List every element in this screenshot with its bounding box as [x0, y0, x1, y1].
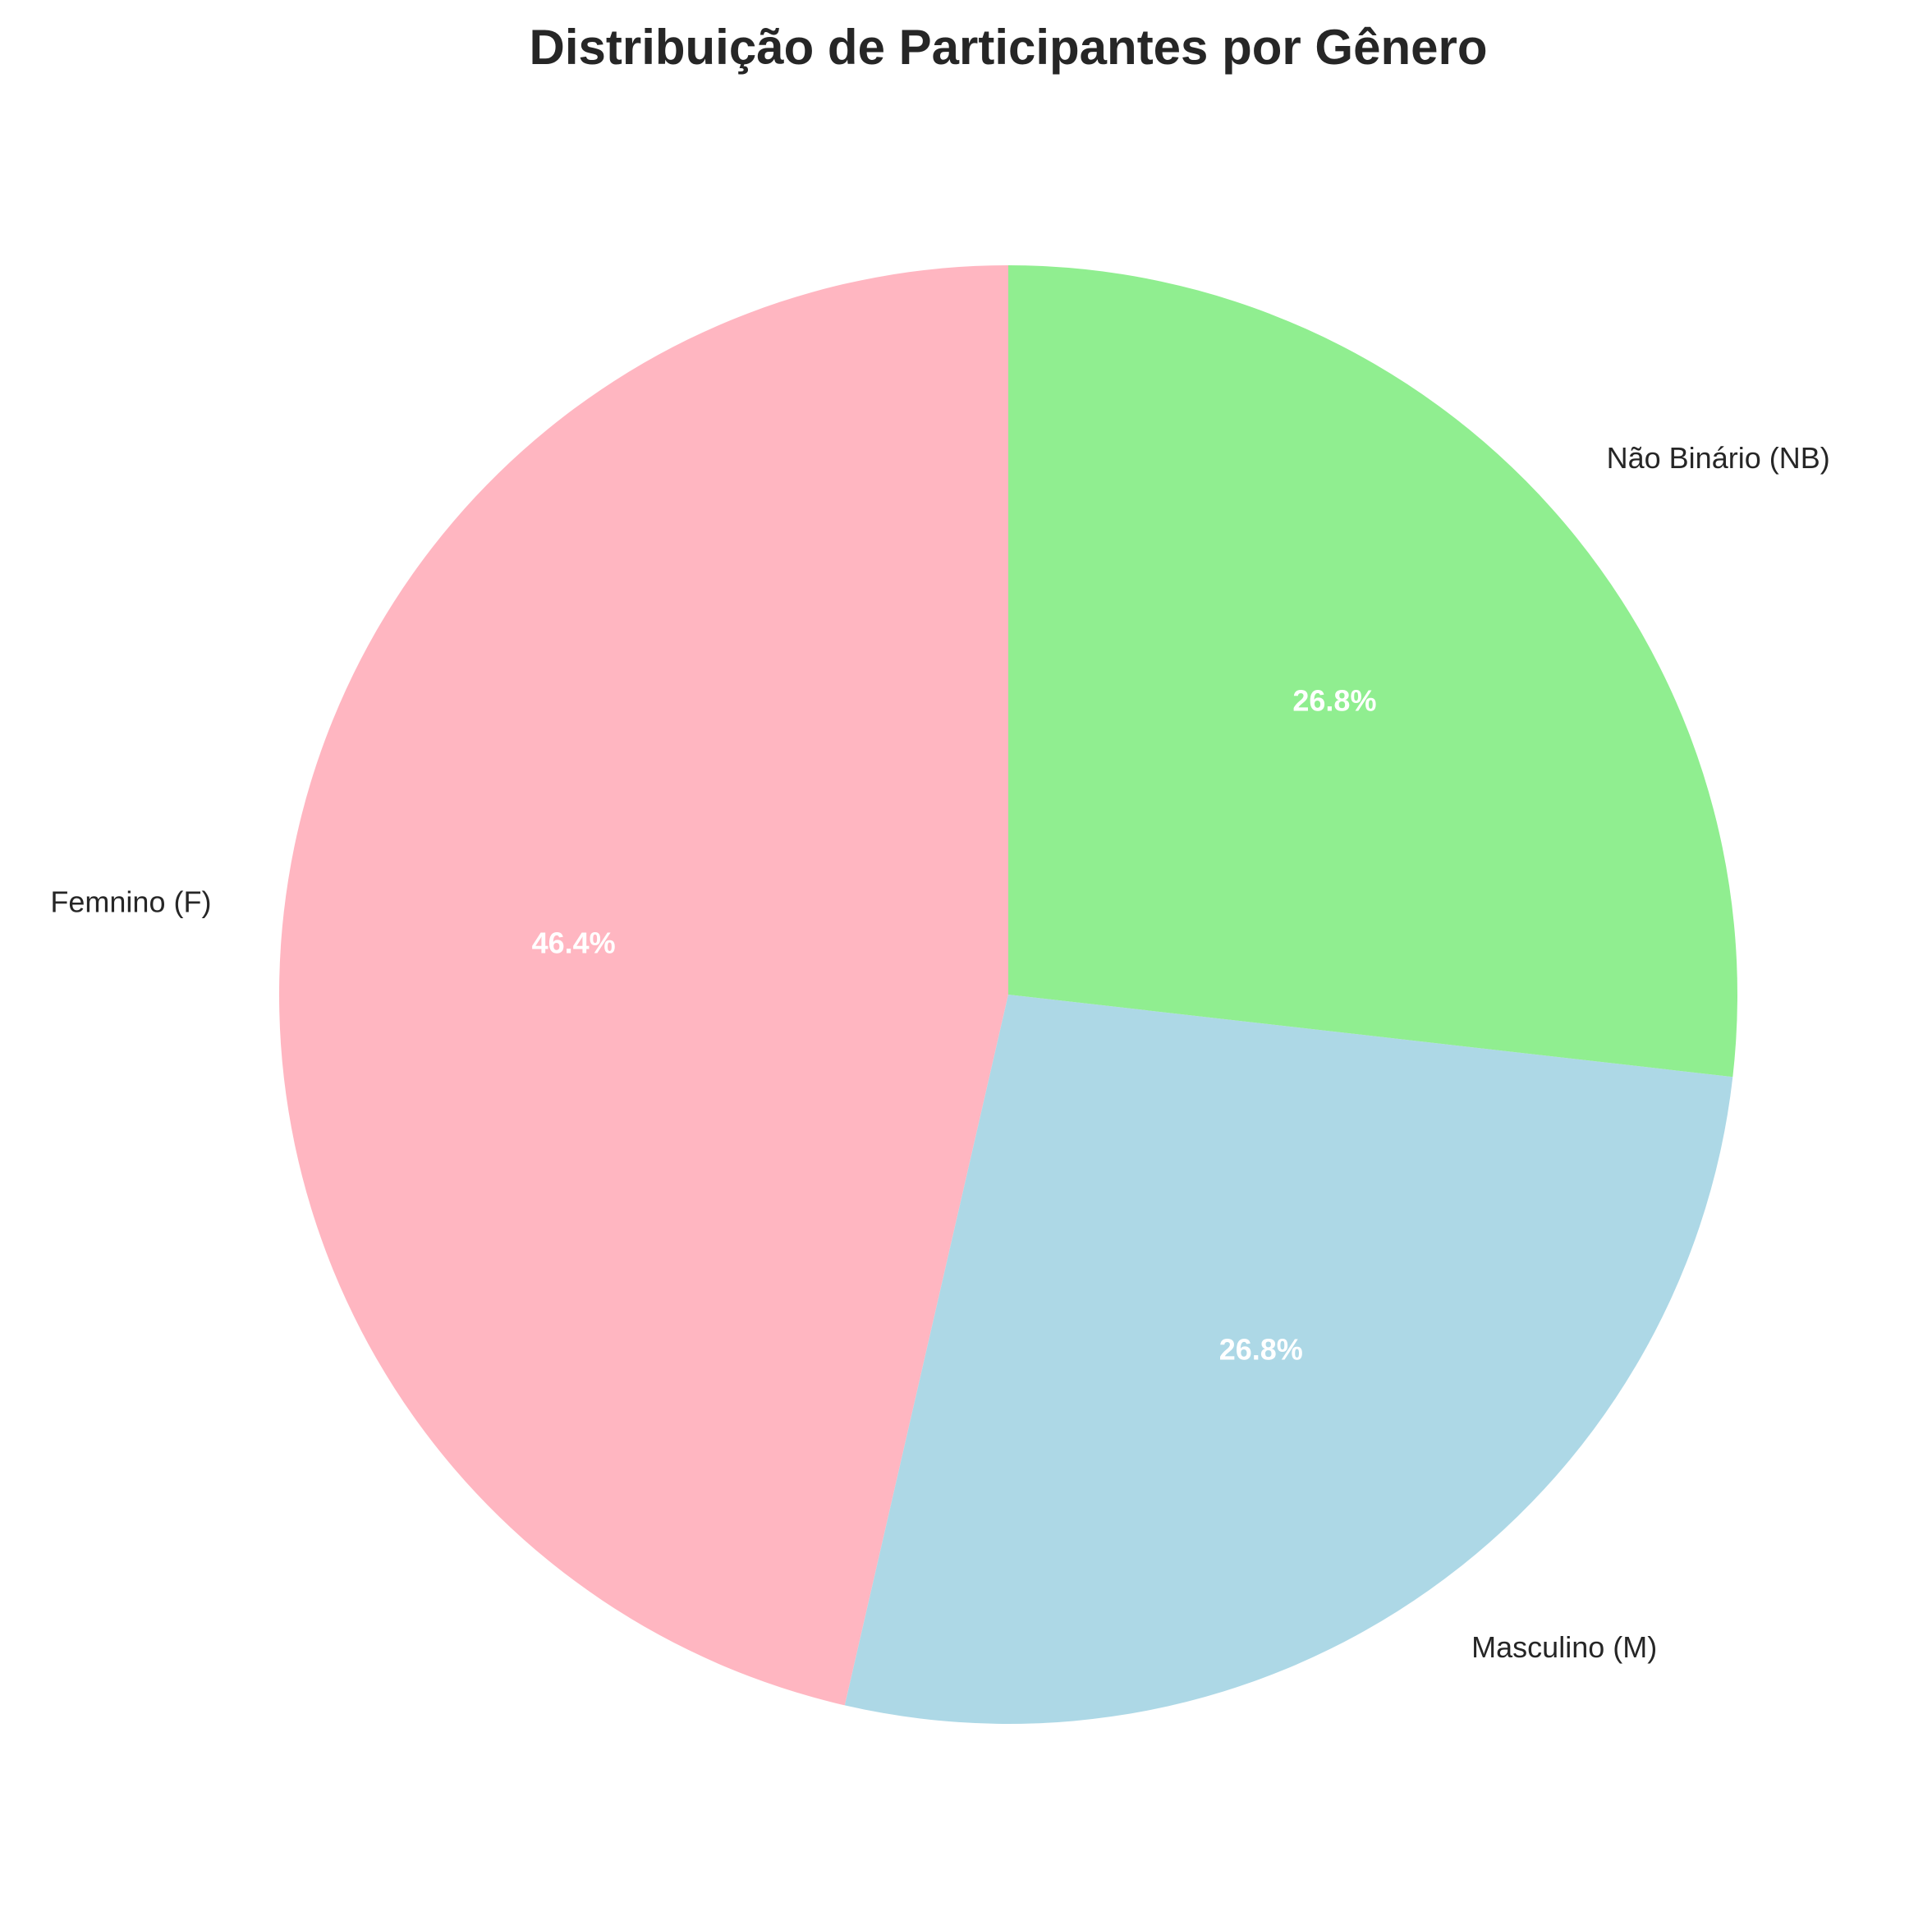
chart-title: Distribuição de Participantes por Gênero [530, 20, 1488, 75]
slice-label-masculino-m: Masculino (M) [1471, 1630, 1657, 1664]
pie-slice-nao-binario-nb [1008, 265, 1737, 1078]
pie-labels: Femnino (F) 46.4% Masculino (M) 26.8% Não Bi… [50, 441, 1829, 1664]
slice-label-nao-binario-nb: Não Binário (NB) [1607, 441, 1830, 475]
percent-label-nao-binario-nb: 26.8% [1292, 684, 1376, 718]
percent-label-masculino-m: 26.8% [1219, 1332, 1303, 1366]
pie-slices [278, 265, 1737, 1724]
pie-slice-femnino-f [278, 265, 1008, 1706]
slice-label-femnino-f: Femnino (F) [50, 885, 211, 918]
pie-slice-masculino-m [844, 995, 1733, 1724]
percent-label-femnino-f: 46.4% [532, 926, 616, 959]
